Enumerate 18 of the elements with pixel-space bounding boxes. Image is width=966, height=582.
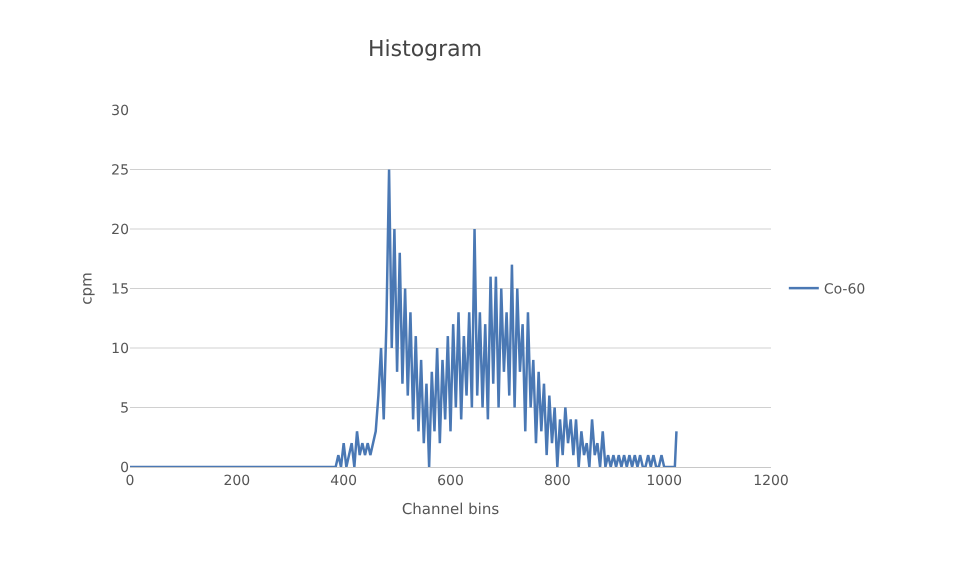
x-tick-label: 200 (223, 472, 250, 489)
y-tick-label: 25 (111, 162, 129, 178)
x-tick-label: 400 (330, 472, 358, 489)
chart-title: Histogram (368, 37, 482, 62)
y-tick-label: 0 (120, 460, 129, 476)
x-tick-label: 800 (544, 472, 571, 489)
y-tick-label: 20 (111, 222, 129, 238)
line-series (130, 168, 678, 467)
x-tick-label: 1000 (646, 472, 682, 489)
y-tick-label: 30 (111, 102, 129, 119)
x-axis-title: Channel bins (402, 500, 500, 518)
x-tick-label: 600 (437, 472, 464, 489)
y-tick-label: 5 (120, 400, 129, 416)
y-tick-label: 10 (111, 340, 129, 357)
legend-label: Co-60 (824, 282, 866, 298)
x-tick-label: 1200 (753, 472, 789, 489)
y-tick-label: 15 (111, 281, 129, 298)
y-axis-title: cpm (77, 272, 96, 305)
